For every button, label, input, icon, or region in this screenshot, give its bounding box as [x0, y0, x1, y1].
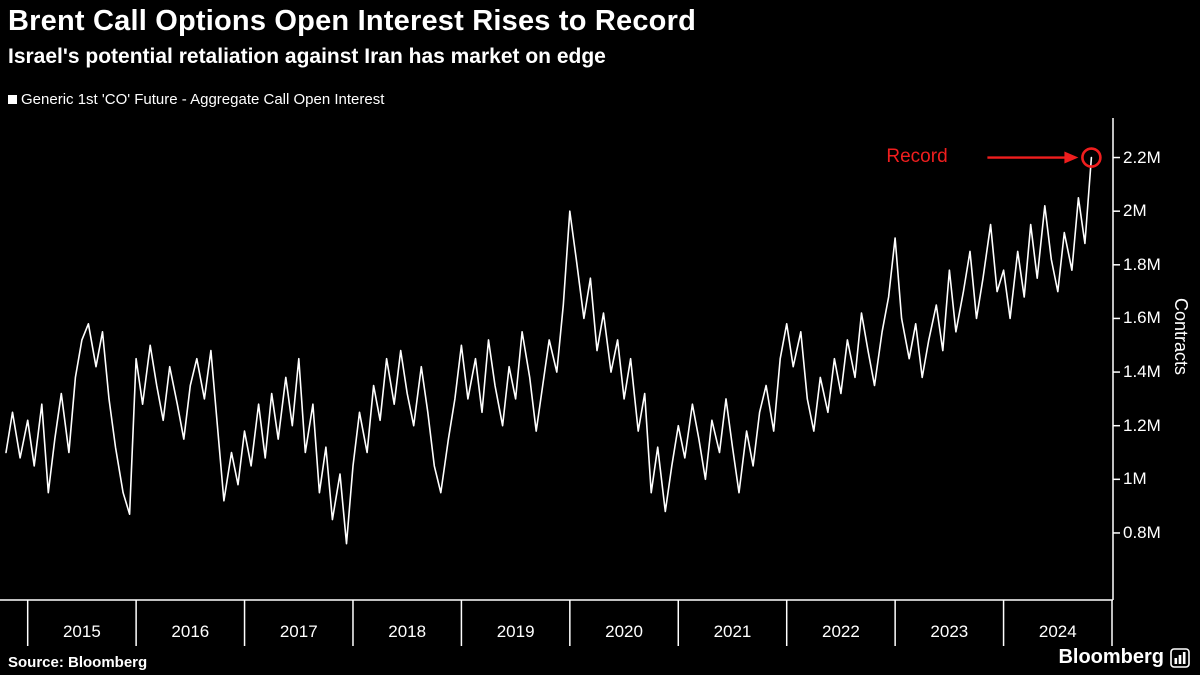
bloomberg-logo: Bloomberg: [1058, 646, 1190, 669]
y-tick-label: 1.4M: [1123, 362, 1161, 382]
x-tick-label: 2017: [279, 622, 318, 641]
y-tick-label: 2M: [1123, 201, 1147, 221]
bloomberg-icon: [1170, 647, 1190, 668]
y-tick-label: 0.8M: [1123, 522, 1161, 542]
x-tick-label: 2015: [62, 622, 101, 641]
y-tick-label: 1.8M: [1123, 254, 1161, 274]
x-tick-label: 2022: [821, 622, 860, 641]
legend: Generic 1st 'CO' Future - Aggregate Call…: [8, 91, 384, 108]
legend-swatch-icon: [8, 95, 17, 104]
y-tick-label: 1.2M: [1123, 415, 1161, 435]
y-tick-label: 1.6M: [1123, 308, 1161, 328]
x-tick-label: 2024: [1038, 622, 1077, 641]
x-tick-label: 2018: [388, 622, 427, 641]
y-tick-label: 1M: [1123, 469, 1147, 489]
x-tick-label: 2023: [930, 622, 969, 641]
x-tick-label: 2020: [605, 622, 643, 641]
y-tick-label: 2.2M: [1123, 147, 1161, 167]
x-tick-label: 2021: [713, 622, 752, 641]
source-text: Source: Bloomberg: [8, 654, 148, 671]
legend-label: Generic 1st 'CO' Future - Aggregate Call…: [21, 91, 385, 108]
data-series-line: [5, 156, 1093, 545]
chart-title: Brent Call Options Open Interest Rises t…: [8, 5, 696, 37]
bloomberg-wordmark: Bloomberg: [1058, 646, 1164, 668]
record-annotation-label: Record: [886, 145, 948, 167]
chart-subtitle: Israel's potential retaliation against I…: [8, 45, 606, 68]
x-tick-label: 2016: [171, 622, 210, 641]
record-arrowhead-icon: [1064, 151, 1079, 164]
record-marker-circle: [1081, 147, 1102, 168]
x-tick-label: 2019: [496, 622, 535, 641]
y-axis-title: Contracts: [1171, 298, 1191, 376]
